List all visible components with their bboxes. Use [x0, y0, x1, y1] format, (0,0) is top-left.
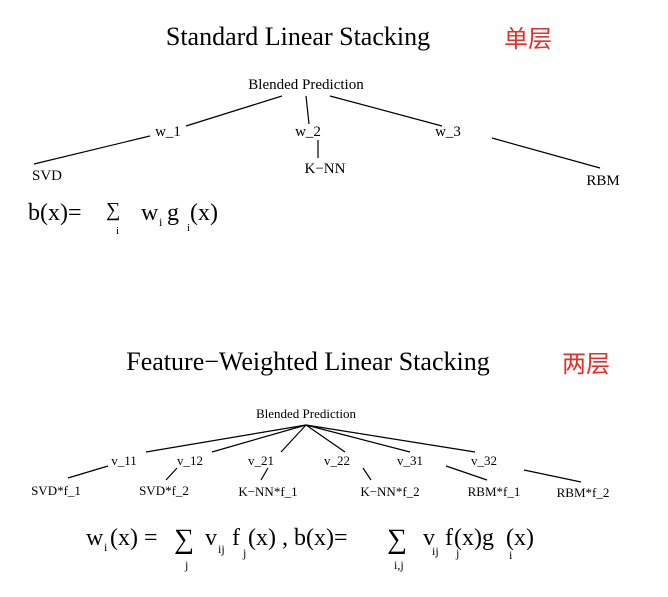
top-edge-w3-rbm: [491, 137, 601, 169]
top-formula-arg: (x): [190, 200, 218, 226]
top-formula-w: w: [141, 200, 159, 226]
bottom-formula-g-sub: i: [509, 548, 513, 562]
bottom-edge-v12-leaf: [165, 467, 178, 481]
bottom-weight-v11: v_11: [111, 453, 137, 468]
bottom-leaf-rbm-f1: RBM*f_1: [468, 484, 521, 499]
bottom-edge-v21: [280, 424, 307, 453]
bottom-formula-v2-sub: ij: [432, 544, 439, 558]
bottom-formula-sigma1-sub: j: [184, 558, 188, 572]
bottom-formula-part1-end: (x) , b(x)=: [248, 525, 348, 551]
bottom-weight-v31: v_31: [397, 453, 423, 468]
bottom-formula-end: (x): [506, 525, 534, 551]
bottom-weight-v32: v_32: [471, 453, 497, 468]
bottom-leaf-rbm-f2: RBM*f_2: [557, 485, 610, 500]
bottom-formula-w-arg: (x) =: [110, 525, 158, 551]
fwls-title: Feature−Weighted Linear Stacking: [126, 347, 489, 376]
bottom-formula-sigma2-sub: i,j: [394, 558, 404, 572]
bottom-root-node: Blended Prediction: [256, 406, 357, 421]
top-formula-g-sub: i: [187, 222, 190, 234]
top-edge-w3: [329, 95, 443, 127]
bottom-formula-v1-sub: ij: [218, 542, 225, 556]
top-weight-w3: w_3: [435, 124, 461, 140]
bottom-leaf-knn-f1: K−NN*f_1: [238, 484, 297, 499]
top-edge-w1: [185, 95, 283, 127]
top-formula-g: g: [167, 200, 179, 226]
bottom-formula-f1-sub: j: [242, 546, 246, 560]
top-edge-w1-svd: [33, 135, 151, 165]
bottom-edge-v11-leaf: [67, 465, 109, 479]
bottom-weight-v21: v_21: [248, 453, 274, 468]
top-leaf-svd: SVD: [32, 168, 62, 184]
top-formula-sigma: ∑: [106, 199, 120, 221]
bottom-weight-v22: v_22: [324, 453, 350, 468]
bottom-edge-v31: [305, 424, 411, 453]
feature-weighted-section: Feature−Weighted Linear Stacking 两层 Blen…: [31, 347, 610, 572]
top-formula-w-sub: i: [159, 215, 163, 229]
bottom-formula-sigma1: ∑: [174, 524, 194, 555]
bottom-formula-f2-sub: j: [455, 546, 459, 560]
top-weight-w2: w_2: [295, 124, 321, 140]
bottom-leaf-svd-f1: SVD*f_1: [31, 483, 81, 498]
bottom-edge-v32: [305, 424, 476, 453]
bottom-formula-mid: (x)g: [454, 525, 494, 551]
bottom-edge-v32-leaf: [523, 469, 582, 483]
top-formula: b(x)= ∑ i w i g i (x): [28, 199, 218, 237]
top-weight-w1: w_1: [155, 124, 181, 140]
bottom-leaf-svd-f2: SVD*f_2: [139, 483, 189, 498]
bottom-edge-v12: [211, 424, 307, 453]
bottom-formula-v1: v: [205, 525, 217, 551]
bottom-edge-v22-leaf: [362, 467, 372, 481]
single-layer-tag: 单层: [504, 25, 552, 53]
bottom-formula: w i (x) = ∑ j v ij f j (x) , b(x)= ∑ i,j…: [86, 524, 534, 572]
bottom-edge-v22: [305, 424, 346, 453]
standard-stacking-section: Standard Linear Stacking 单层 Blended Pred…: [28, 22, 620, 237]
top-leaf-rbm: RBM: [586, 173, 619, 189]
bottom-edge-v31-leaf: [445, 465, 488, 481]
top-edge-w2: [305, 95, 310, 125]
bottom-formula-f2: f: [445, 525, 453, 551]
bottom-formula-w-sub: i: [104, 540, 108, 554]
standard-stacking-title: Standard Linear Stacking: [166, 22, 430, 51]
bottom-formula-v2: v: [423, 525, 435, 551]
top-root-node: Blended Prediction: [248, 77, 364, 93]
top-formula-sigma-sub: i: [116, 225, 119, 237]
top-formula-lhs: b(x)=: [28, 200, 82, 226]
top-leaf-knn: K−NN: [305, 161, 346, 177]
bottom-formula-w: w: [86, 525, 104, 551]
bottom-edge-v21-leaf: [260, 467, 269, 481]
bottom-formula-f1: f: [232, 525, 240, 551]
bottom-formula-sigma2: ∑: [387, 524, 407, 555]
two-layer-tag: 两层: [562, 350, 610, 378]
bottom-weight-v12: v_12: [177, 453, 203, 468]
bottom-edge-v11: [145, 424, 307, 453]
bottom-leaf-knn-f2: K−NN*f_2: [360, 484, 419, 499]
